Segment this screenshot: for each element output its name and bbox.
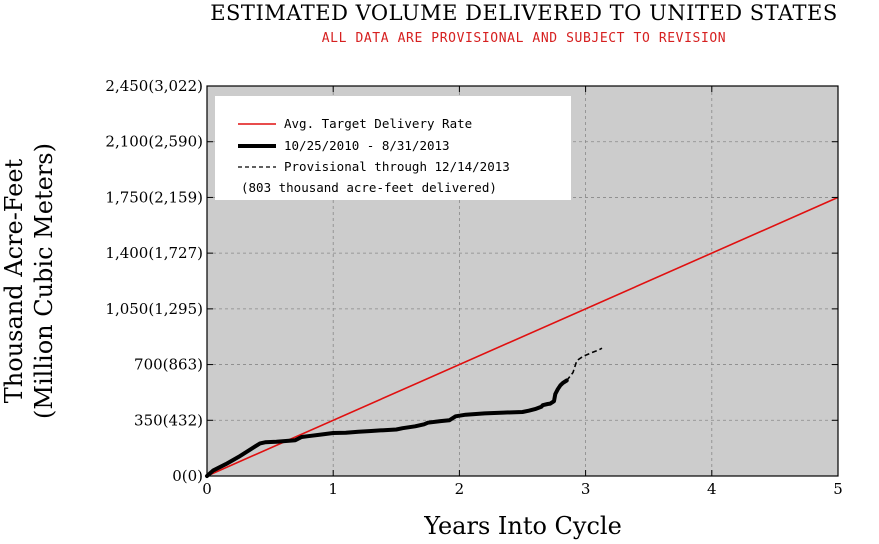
plot-frame: [206, 85, 839, 477]
series-provisional-line: [566, 347, 603, 381]
series-delivered-line: [205, 378, 569, 478]
y-tick-label: 1,050(1,295): [105, 300, 203, 318]
chart-title: ESTIMATED VOLUME DELIVERED TO UNITED STA…: [210, 1, 838, 25]
y-tick-label: 2,450(3,022): [105, 77, 203, 95]
y-tick-label: 0(0): [172, 467, 203, 485]
grid-lines: [207, 86, 838, 476]
chart-subtitle: ALL DATA ARE PROVISIONAL AND SUBJECT TO …: [322, 31, 726, 46]
legend: Avg. Target Delivery Rate 10/25/2010 - 8…: [215, 96, 571, 200]
legend-entry-total: (803 thousand acre-feet delivered): [241, 180, 497, 195]
series-target-line: [206, 196, 839, 477]
y-tick-label: 350(432): [134, 411, 203, 429]
y-tick-label: 1,400(1,727): [105, 244, 203, 262]
axis-ticks: 0 1 2 3 4 5 0(0) 350(432) 700(863) 1,050(1,295) 1,…: [105, 77, 842, 498]
y-axis-label-line2: (Million Cubic Meters): [30, 143, 58, 419]
y-tick-label: 1,750(2,159): [105, 188, 203, 206]
y-tick-label: 2,100(2,590): [105, 133, 203, 151]
legend-entry-target: Avg. Target Delivery Rate: [284, 116, 472, 131]
x-tick-label: 2: [455, 480, 465, 498]
y-tick-label: 700(863): [134, 356, 203, 374]
x-tick-label: 4: [707, 480, 717, 498]
y-axis-label-line1: Thousand Acre-Feet: [0, 158, 28, 403]
x-tick-label: 5: [833, 480, 843, 498]
x-tick-label: 3: [581, 480, 591, 498]
legend-entry-delivered: 10/25/2010 - 8/31/2013: [284, 138, 450, 153]
legend-entry-provisional: Provisional through 12/14/2013: [284, 159, 510, 174]
x-axis-label: Years Into Cycle: [423, 512, 622, 540]
x-tick-label: 1: [328, 480, 338, 498]
x-tick-label: 0: [202, 480, 212, 498]
series-layer: [205, 196, 839, 478]
